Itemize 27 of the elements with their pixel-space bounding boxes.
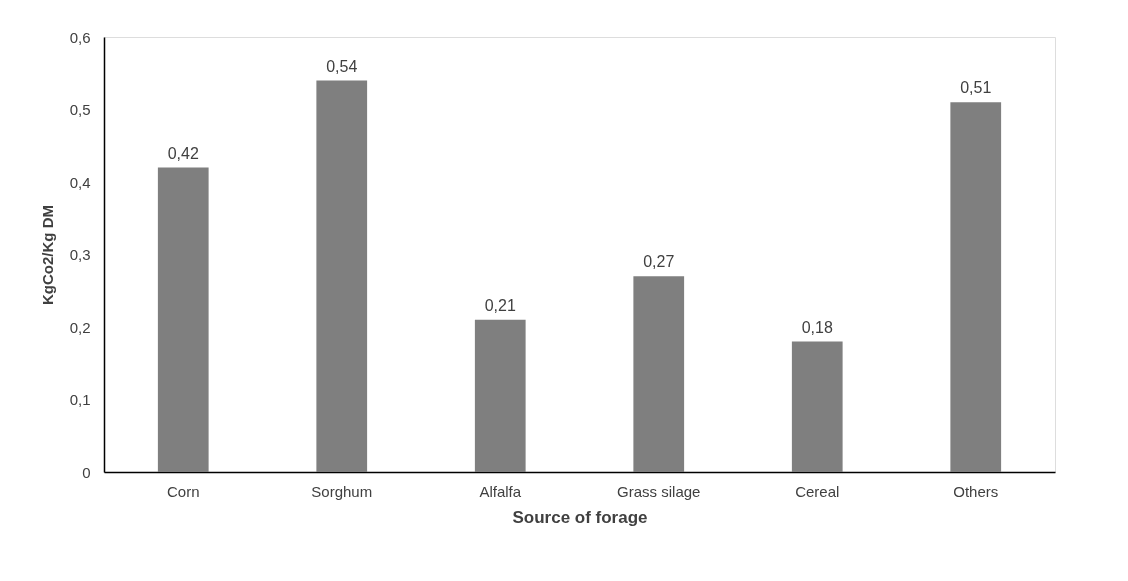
data-label: 0,51 [960,79,992,97]
data-label: 0,18 [801,318,833,336]
x-tick-label: Corn [166,482,200,500]
bar [791,341,843,472]
data-label: 0,27 [643,253,675,271]
y-tick-label: 0,4 [69,173,91,191]
y-tick-label: 0,2 [69,318,91,336]
bar [157,167,209,472]
data-label: 0,54 [326,57,358,75]
bar [950,102,1002,472]
x-tick-label: Sorghum [311,482,373,500]
x-tick-label: Alfalfa [479,482,522,500]
x-axis-title: Source of forage [512,507,648,527]
y-tick-label: 0,3 [69,246,91,263]
bar [474,319,526,472]
bar [316,80,368,472]
data-label: 0,21 [484,296,516,314]
data-label: 0,42 [167,144,199,162]
y-tick-label: 0,6 [69,28,91,46]
y-axis-title: KgCo2/Kg DM [38,205,56,305]
y-tick-label: 0 [82,463,91,481]
x-tick-label: Grass silage [617,482,701,500]
y-tick-label: 0,5 [69,101,91,118]
x-tick-label: Others [953,482,999,500]
x-tick-label: Cereal [795,482,840,500]
bar [633,276,685,472]
y-tick-label: 0,1 [69,391,91,408]
